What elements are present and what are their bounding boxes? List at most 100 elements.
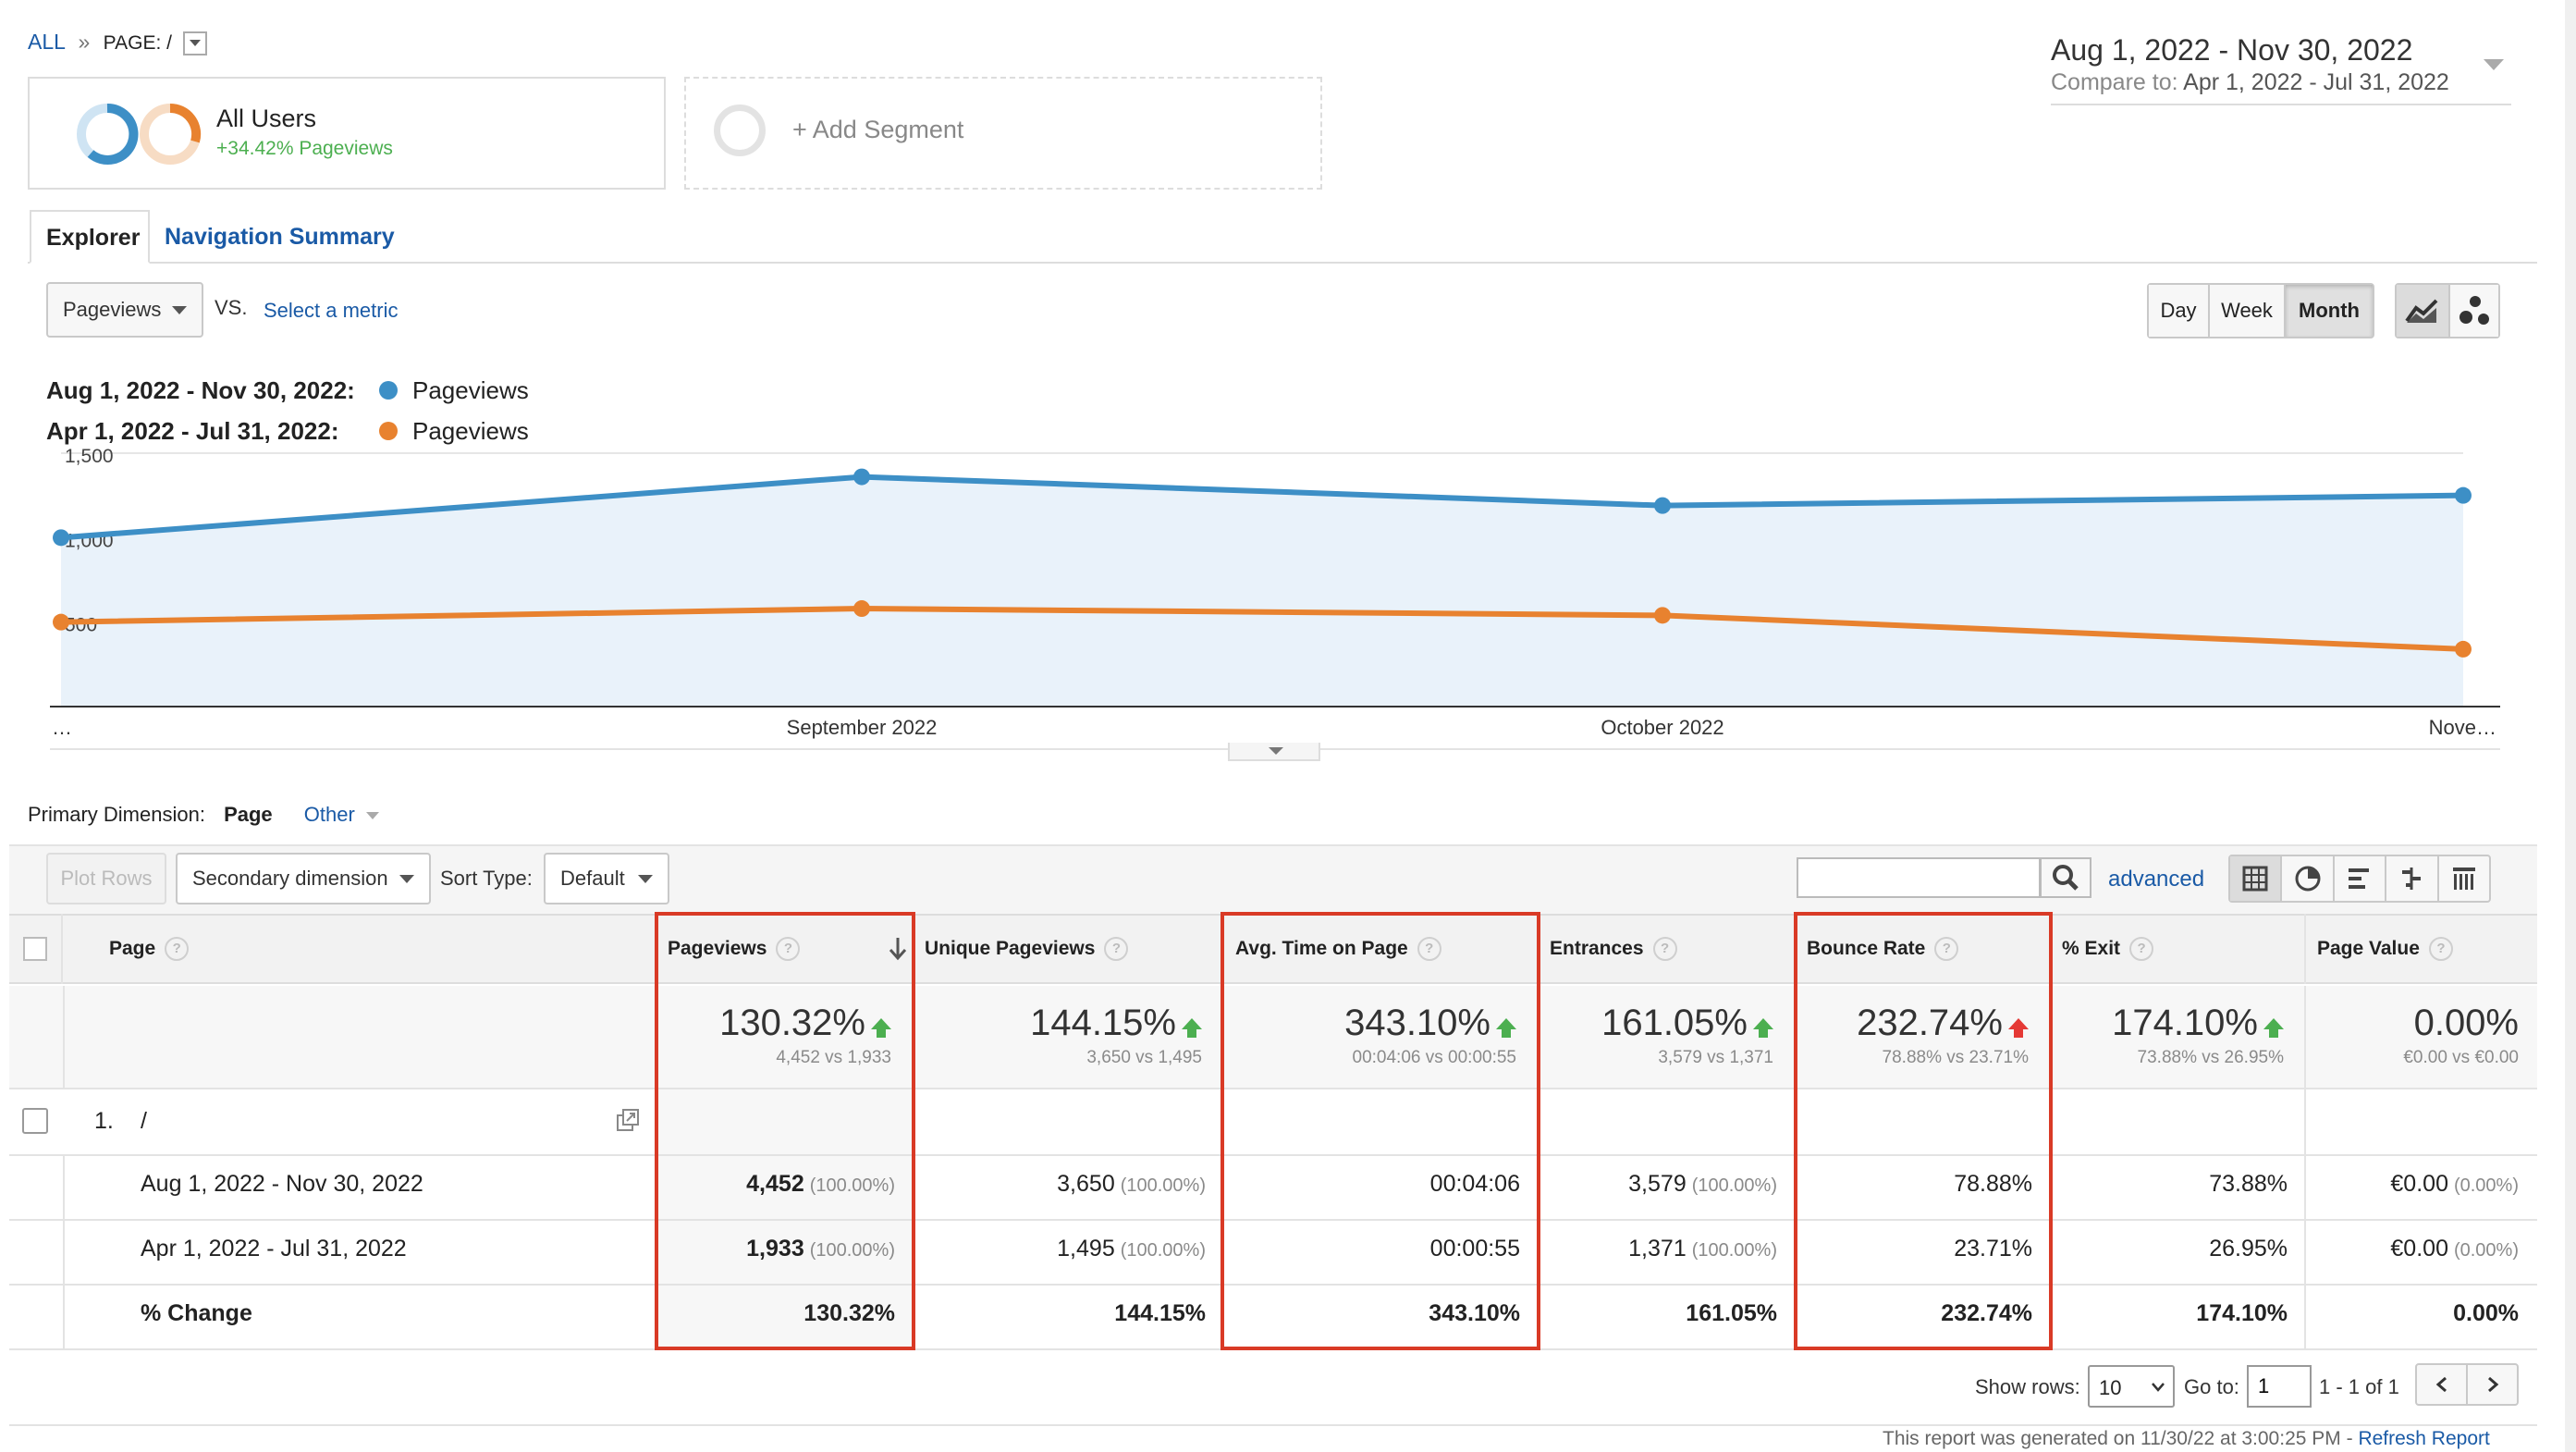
secondary-dimension-dropdown[interactable]: Secondary dimension <box>176 853 431 904</box>
table-search-input[interactable] <box>1797 857 2041 898</box>
table-view-pivot-button[interactable] <box>2439 856 2489 901</box>
segment-card-all-users[interactable]: All Users +34.42% Pageviews <box>28 77 666 190</box>
refresh-report-link[interactable]: Refresh Report <box>2358 1428 2490 1449</box>
help-icon[interactable]: ? <box>2428 937 2453 961</box>
line-chart-button[interactable] <box>2397 285 2450 337</box>
legend-range-current: Aug 1, 2022 - Nov 30, 2022: <box>46 375 355 404</box>
external-link-icon[interactable] <box>616 1108 640 1132</box>
select-metric-link[interactable]: Select a metric <box>264 299 399 322</box>
chevron-down-icon <box>172 305 187 314</box>
row-index: 1. <box>94 1108 114 1134</box>
select-all-checkbox[interactable] <box>23 937 47 961</box>
help-icon[interactable]: ? <box>1934 937 1959 961</box>
date-range-main: Aug 1, 2022 - Nov 30, 2022 <box>2051 33 2413 67</box>
previous-page-button[interactable] <box>2417 1365 2468 1404</box>
row-divider <box>9 1088 2537 1089</box>
chevron-down-icon[interactable] <box>2484 59 2504 70</box>
cell-percent-of-total: (100.00%) <box>809 1175 895 1196</box>
help-icon[interactable]: ? <box>165 937 190 961</box>
cell-value: 232.74% <box>1941 1300 2032 1326</box>
help-icon[interactable]: ? <box>776 937 801 961</box>
column-divider <box>63 1154 65 1348</box>
arrow-up-icon <box>871 1018 891 1038</box>
column-header-page-value[interactable]: Page Value? <box>2306 914 2537 984</box>
legend-item-current: Aug 1, 2022 - Nov 30, 2022: Pageviews <box>46 370 529 411</box>
cell-value: 161.05% <box>1686 1300 1777 1326</box>
row-divider <box>9 1219 2537 1221</box>
select-all-cell <box>9 914 63 984</box>
table-view-comparison-button[interactable] <box>2386 856 2439 901</box>
grid-icon <box>2242 866 2268 892</box>
date-range-picker[interactable]: Aug 1, 2022 - Nov 30, 2022 Compare to: A… <box>2051 33 2511 105</box>
plot-rows-button[interactable]: Plot Rows <box>46 853 166 904</box>
column-header-pageviews[interactable]: Pageviews? <box>656 914 914 984</box>
table-view-pie-button[interactable] <box>2282 856 2335 901</box>
x-tick-label: Nove… <box>2429 716 2496 739</box>
cell-exit: 174.10% <box>2001 1300 2288 1327</box>
column-header-exit[interactable]: % Exit? <box>2051 914 2306 984</box>
row-checkbox[interactable] <box>22 1108 48 1134</box>
table-view-toggle <box>2228 855 2491 903</box>
help-icon[interactable]: ? <box>1417 937 1441 961</box>
breadcrumb-all-link[interactable]: ALL <box>28 30 66 54</box>
table-view-data-button[interactable] <box>2230 856 2283 901</box>
cell-percent-of-total: (100.00%) <box>1120 1175 1206 1196</box>
goto-input[interactable] <box>2247 1365 2312 1408</box>
granularity-week-button[interactable]: Week <box>2210 285 2286 337</box>
column-header-entrances[interactable]: Entrances? <box>1539 914 1796 984</box>
highlight-bounce-rate <box>1794 912 2053 1350</box>
cell-value: 130.32% <box>803 1300 895 1326</box>
tab-explorer[interactable]: Explorer <box>30 210 150 264</box>
metric-dropdown[interactable]: Pageviews <box>46 282 203 338</box>
cell-pageviews: 1,933 (100.00%) <box>608 1236 895 1262</box>
chevron-right-icon <box>2487 1376 2498 1393</box>
arrow-up-icon <box>1753 1018 1773 1038</box>
motion-chart-button[interactable] <box>2450 285 2498 337</box>
table-view-performance-button[interactable] <box>2335 856 2387 901</box>
cell-percent-of-total: (0.00%) <box>2453 1240 2519 1261</box>
chart-collapse-handle[interactable] <box>1228 743 1320 761</box>
tab-navigation-summary[interactable]: Navigation Summary <box>165 224 395 250</box>
bar-chart-icon <box>2349 868 2370 889</box>
cell-unique: 1,495 (100.00%) <box>919 1236 1206 1262</box>
row-page-link[interactable]: / <box>141 1108 147 1134</box>
x-tick-label: … <box>52 716 72 739</box>
pivot-icon <box>2452 868 2475 890</box>
breadcrumb-page: PAGE: / <box>103 32 172 54</box>
help-icon[interactable]: ? <box>2129 937 2154 961</box>
summary-exit-change: 174.10% <box>2112 1003 2258 1043</box>
page-scrollbar[interactable] <box>2565 0 2576 1452</box>
search-button[interactable] <box>2040 857 2091 898</box>
cell-value: 4,452 <box>746 1171 804 1197</box>
summary-entrances-change: 161.05% <box>1601 1003 1748 1043</box>
cell-value: 174.10% <box>2196 1300 2288 1326</box>
summary-avg-time-compare: 00:04:06 vs 00:00:55 <box>1352 1048 1516 1067</box>
row-divider <box>9 1284 2537 1286</box>
data-point <box>2455 486 2472 504</box>
cell-exit: 73.88% <box>2001 1171 2288 1198</box>
cell-value: 26.95% <box>2209 1236 2288 1261</box>
cell-value: 0.00% <box>2232 1300 2519 1327</box>
cell-pageviews: 130.32% <box>608 1300 895 1327</box>
breadcrumb-dropdown-button[interactable] <box>183 31 208 55</box>
sort-descending-icon[interactable] <box>888 936 908 962</box>
granularity-month-button[interactable]: Month <box>2286 285 2373 337</box>
primary-dimension-page[interactable]: Page <box>224 803 273 826</box>
granularity-day-button[interactable]: Day <box>2149 285 2210 337</box>
help-icon[interactable]: ? <box>1104 937 1129 961</box>
column-header-page[interactable]: Page? <box>63 914 656 984</box>
cell-value: 1,495 <box>1057 1236 1115 1261</box>
show-rows-label: Show rows: <box>1975 1375 2080 1398</box>
add-segment-button[interactable]: + Add Segment <box>684 77 1322 190</box>
sort-type-dropdown[interactable]: Default <box>544 853 669 904</box>
x-tick-label: September 2022 <box>787 716 938 739</box>
primary-dimension-other[interactable]: Other <box>303 803 355 826</box>
column-header-unique-pageviews[interactable]: Unique Pageviews? <box>914 914 1224 984</box>
show-rows-select[interactable]: 10 <box>2088 1365 2175 1408</box>
help-icon[interactable]: ? <box>1652 937 1677 961</box>
advanced-filter-link[interactable]: advanced <box>2108 867 2205 892</box>
next-page-button[interactable] <box>2468 1365 2517 1404</box>
cell-entrances: 3,579 (100.00%) <box>1490 1171 1777 1198</box>
cell-value: 78.88% <box>1954 1171 2032 1197</box>
